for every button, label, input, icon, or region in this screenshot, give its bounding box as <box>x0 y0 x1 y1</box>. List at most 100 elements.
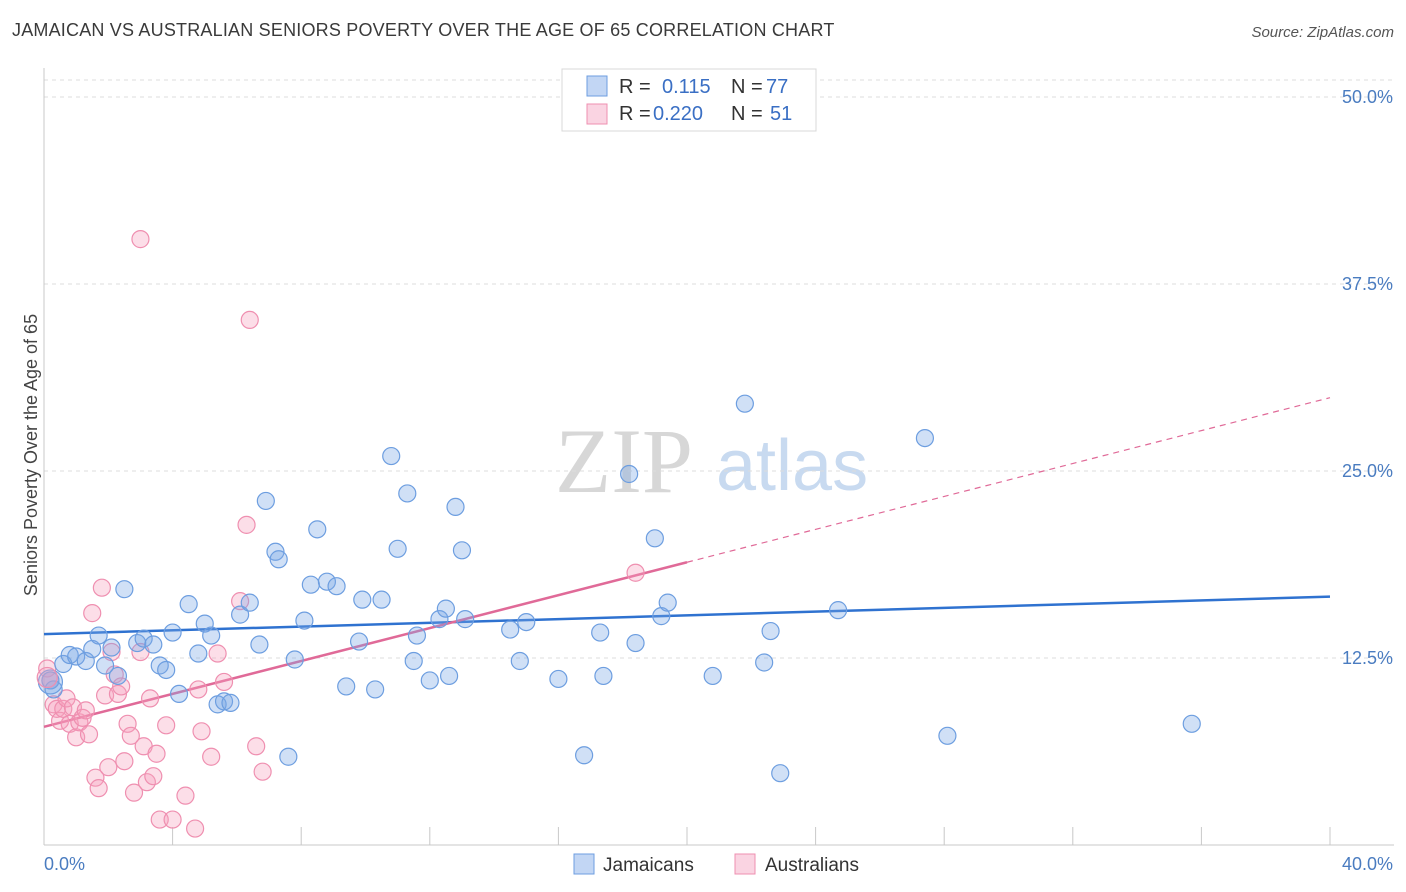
jamaicans-point <box>420 671 439 690</box>
jamaicans-point <box>591 623 610 642</box>
y-tick-label: 50.0% <box>1342 87 1393 107</box>
australians-point <box>89 779 108 798</box>
jamaicans-point <box>349 632 369 651</box>
jamaicans-point <box>510 651 529 671</box>
australians-point <box>124 783 144 802</box>
australians-point <box>144 767 163 786</box>
legend-n-label-2: N = <box>731 103 763 125</box>
jamaicans-point <box>89 626 108 645</box>
jamaicans-point <box>308 520 327 539</box>
watermark-zip: ZIP <box>555 410 693 512</box>
jamaicans-point <box>144 635 163 654</box>
jamaicans-point <box>430 610 449 629</box>
jamaicans-point <box>189 644 208 663</box>
jamaicans-point <box>317 572 337 591</box>
jamaicans-point <box>771 764 790 783</box>
jamaicans-point <box>285 650 304 669</box>
jamaicans-point <box>439 666 459 686</box>
australians-point <box>121 726 140 745</box>
jamaicans-point <box>382 446 401 466</box>
legend-n-label-1: N = <box>731 76 763 98</box>
australians-point <box>189 680 208 699</box>
jamaicans-point <box>761 621 780 641</box>
y-axis-label: Seniors Poverty Over the Age of 65 <box>21 314 41 596</box>
jamaicans-point <box>295 611 314 630</box>
jamaicans-point <box>337 677 356 696</box>
australians-point <box>214 672 234 692</box>
jamaicans-trend-line <box>43 595 1331 636</box>
chart-title: JAMAICAN VS AUSTRALIAN SENIORS POVERTY O… <box>12 20 835 40</box>
bottom-legend-jamaicans: Jamaicans <box>603 855 694 876</box>
legend-swatch-australians <box>586 103 608 125</box>
jamaicans-point <box>279 747 298 766</box>
jamaicans-point <box>157 660 176 680</box>
jamaicans-point <box>256 491 275 511</box>
jamaicans-point <box>575 746 594 765</box>
legend-n-value-2: 51 <box>770 103 792 125</box>
jamaicans-point <box>446 497 465 517</box>
trend-lines <box>43 397 1331 729</box>
australians-point <box>76 701 95 720</box>
jamaicans-point <box>388 539 407 558</box>
australians-point <box>626 563 645 582</box>
australians-point <box>157 716 176 735</box>
jamaicans-point <box>250 635 269 654</box>
jamaicans-point <box>179 595 198 614</box>
grid-lines <box>44 79 1394 659</box>
axes <box>43 68 1394 846</box>
jamaicans-point <box>517 612 536 632</box>
bottom-legend: Jamaicans Australians <box>573 853 859 876</box>
australians-point <box>79 725 99 744</box>
australians-point <box>240 310 259 330</box>
australians-point <box>237 515 256 534</box>
jamaicans-point <box>938 726 957 745</box>
jamaicans-point <box>452 541 472 560</box>
australians-point <box>253 762 272 781</box>
australians-point <box>86 768 105 787</box>
bottom-legend-swatch-jamaicans <box>573 853 595 875</box>
australians-point <box>147 744 166 763</box>
jamaicans-point <box>626 633 645 653</box>
y-tick-label: 25.0% <box>1342 461 1393 481</box>
australians-point <box>186 819 205 838</box>
australians-trend-line <box>43 561 688 729</box>
x-tick-label: 40.0% <box>1342 854 1393 874</box>
legend-swatch-jamaicans <box>586 75 608 97</box>
australians-point <box>176 786 195 805</box>
jamaicans-point <box>620 464 639 484</box>
jamaicans-point <box>327 577 346 596</box>
jamaicans-point <box>353 590 372 609</box>
jamaicans-point <box>221 693 240 712</box>
jamaicans-point <box>95 656 115 675</box>
jamaicans-point <box>214 692 234 711</box>
legend-r-label-1: R = <box>619 76 651 98</box>
jamaicans-point <box>398 484 417 503</box>
x-tick-label: 0.0% <box>44 854 85 874</box>
jamaicans-point <box>240 593 259 612</box>
jamaicans-point <box>202 626 221 645</box>
jamaicans-point <box>366 680 385 699</box>
jamaicans-point <box>755 653 774 672</box>
australians-point <box>99 758 118 777</box>
legend-r-label-2: R = <box>619 103 651 125</box>
australians-point <box>131 230 150 249</box>
australians-point <box>231 592 250 611</box>
jamaicans-point <box>735 394 754 413</box>
jamaicans-point <box>115 580 134 599</box>
australians-point <box>202 747 221 766</box>
jamaicans-point <box>703 666 722 686</box>
australians-point <box>115 752 134 771</box>
legend-box: R = 0.115 N = 77 R = 0.220 N = 51 <box>561 68 817 132</box>
australians-trend-extension <box>686 397 1331 563</box>
y-tick-label: 12.5% <box>1342 648 1393 668</box>
y-tick-label: 37.5% <box>1342 274 1393 294</box>
source-label: Source: ZipAtlas.com <box>1251 24 1394 41</box>
jamaicans-point <box>163 623 182 642</box>
australians-point <box>163 810 182 829</box>
jamaicans-point <box>60 645 79 665</box>
australians-point <box>247 737 266 756</box>
jamaicans-point <box>501 620 520 639</box>
jamaicans-point <box>169 684 189 704</box>
y-tick-labels: 12.5% 25.0% 37.5% 50.0% <box>1342 87 1393 668</box>
